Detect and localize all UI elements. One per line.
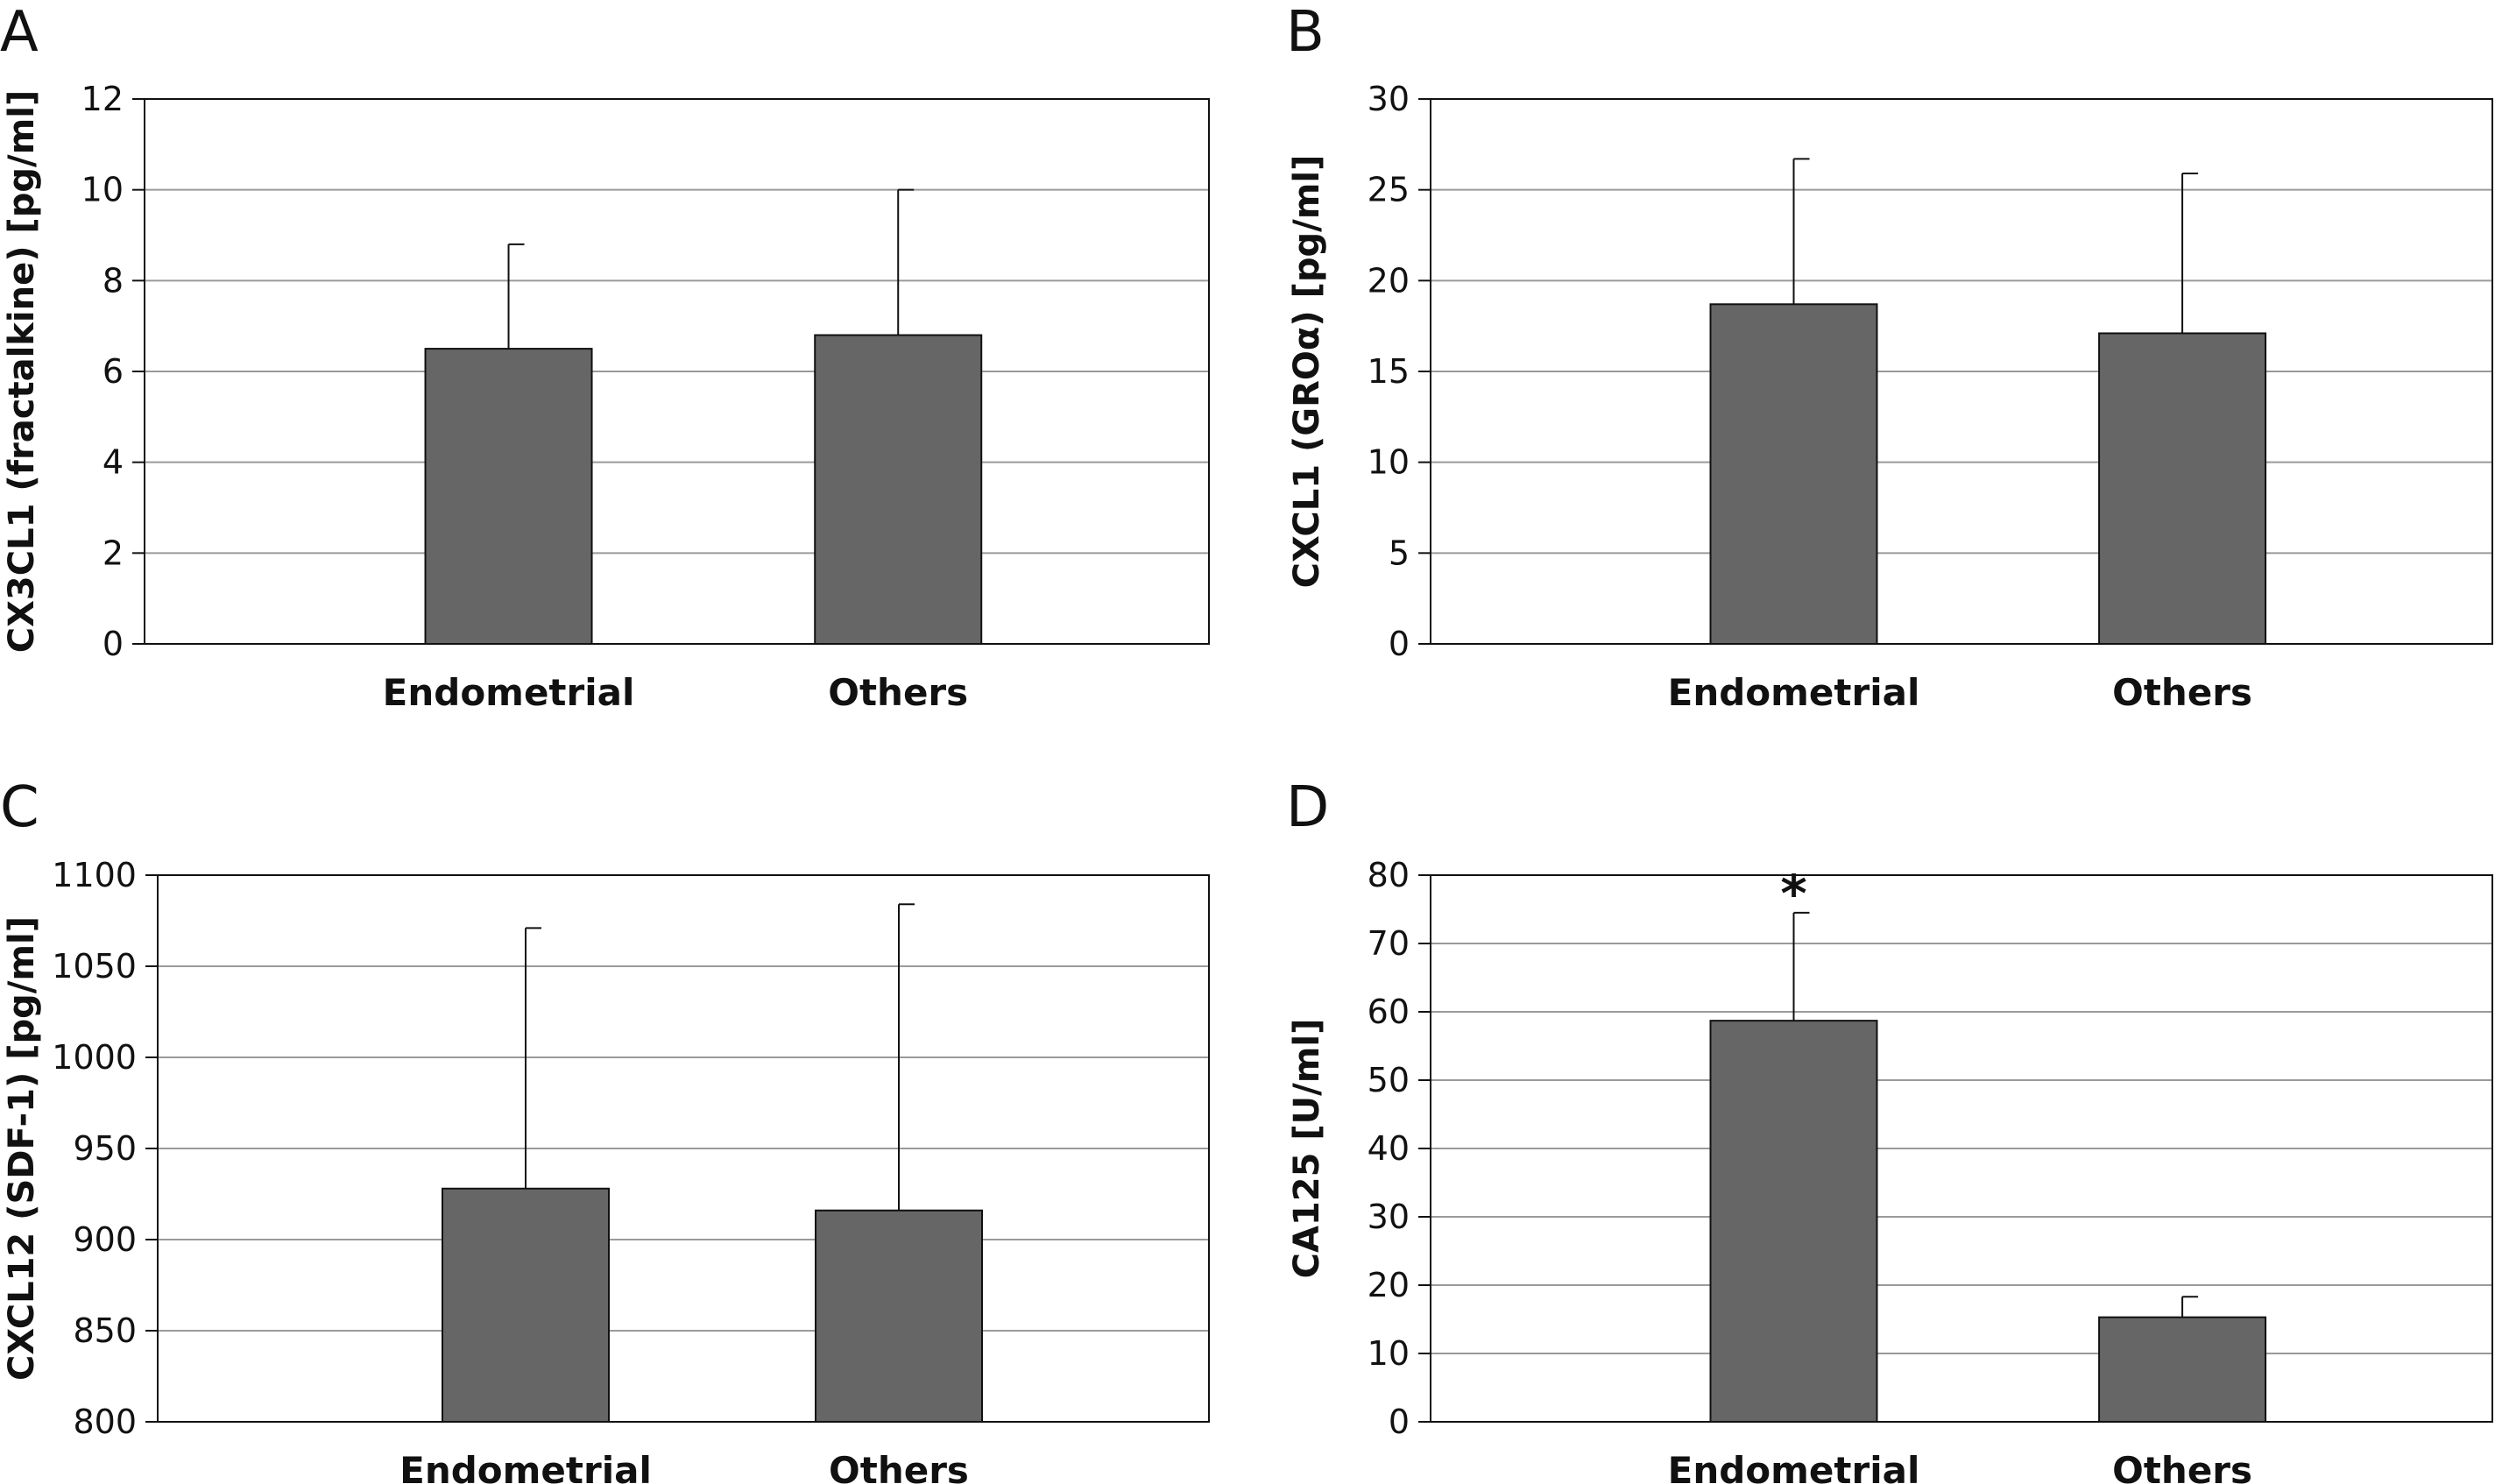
bar-endometrial [1709, 1020, 1878, 1423]
y-tick-label: 10 [1368, 1334, 1410, 1373]
panel-letter-B: B [1286, 0, 1325, 65]
y-tick-label: 30 [1368, 80, 1410, 118]
y-tick-label: 850 [73, 1311, 137, 1350]
y-tick-label: 80 [1368, 856, 1410, 894]
y-tick-label: 2 [102, 534, 124, 572]
y-tick-label: 25 [1368, 171, 1410, 209]
y-axis-title: CXCL12 (SDF-1) [pg/ml] [2, 916, 42, 1381]
y-tick-label: 0 [102, 625, 124, 663]
y-tick-label: 0 [1389, 1403, 1410, 1441]
bar-endometrial [442, 1187, 610, 1423]
x-category-label: Others [2112, 1449, 2252, 1484]
y-tick-label: 50 [1368, 1061, 1410, 1099]
bar-others [815, 1209, 983, 1423]
y-tick-label: 20 [1368, 1266, 1410, 1304]
y-tick-label: 0 [1389, 625, 1410, 663]
x-category-label: Endometrial [399, 1449, 652, 1484]
y-tick-label: 20 [1368, 261, 1410, 300]
bar-endometrial [424, 348, 593, 645]
y-tick-label: 1000 [52, 1038, 137, 1077]
panel-B: B 0 5 10 15 20 25 30 Endometrial Others CXCL1 (GRO… [1286, 0, 2493, 714]
y-axis-title: CA125 [U/ml] [1287, 1019, 1327, 1279]
y-tick-label: 12 [81, 80, 124, 118]
x-category-label: Others [829, 1449, 969, 1484]
plot-frame [157, 874, 1210, 1423]
y-tick-label: 1100 [52, 856, 137, 894]
plot-frame [1430, 98, 2493, 645]
y-axis-title: CX3CL1 (fractalkine) [pg/ml] [2, 90, 42, 654]
y-axis-title: CXCL1 (GROα) [pg/ml] [1287, 155, 1327, 589]
x-category-label: Others [2112, 671, 2252, 714]
x-category-label: Others [828, 671, 968, 714]
panel-A: A 0 2 4 6 8 10 12 Endometrial Others CX3CL1 (fract… [0, 0, 1210, 714]
y-tick-label: 1050 [52, 947, 137, 986]
y-tick-label: 6 [102, 352, 124, 391]
panel-D: D 0 10 20 30 40 50 60 70 80 Endometrial * Others CA12… [1286, 775, 2493, 1484]
panel-C: C 800 850 900 950 1000 1050 1100 Endometrial Othe… [0, 775, 1210, 1484]
y-tick-label: 8 [102, 261, 124, 300]
y-tick-label: 4 [102, 443, 124, 482]
y-tick-label: 950 [73, 1129, 137, 1168]
y-tick-label: 15 [1368, 352, 1410, 391]
y-tick-label: 5 [1389, 534, 1410, 572]
bar-others [814, 334, 983, 645]
x-category-label: Endometrial [1668, 1449, 1920, 1484]
y-tick-label: 60 [1368, 993, 1410, 1031]
panel-letter-C: C [0, 775, 39, 840]
y-tick-label: 40 [1368, 1129, 1410, 1168]
y-tick-label: 30 [1368, 1198, 1410, 1236]
y-tick-label: 900 [73, 1220, 137, 1259]
panel-letter-D: D [1286, 775, 1329, 840]
y-tick-label: 10 [81, 171, 124, 209]
y-tick-label: 10 [1368, 443, 1410, 482]
y-tick-label: 70 [1368, 924, 1410, 963]
plot-frame [1430, 874, 2493, 1423]
panel-letter-A: A [0, 0, 39, 65]
bar-endometrial [1709, 303, 1878, 645]
significance-marker: * [1780, 864, 1806, 923]
y-tick-label: 800 [73, 1403, 137, 1441]
x-category-label: Endometrial [1668, 671, 1920, 714]
bar-others [2098, 332, 2267, 645]
x-category-label: Endometrial [383, 671, 635, 714]
bar-others [2098, 1316, 2267, 1424]
plot-frame [144, 98, 1210, 645]
